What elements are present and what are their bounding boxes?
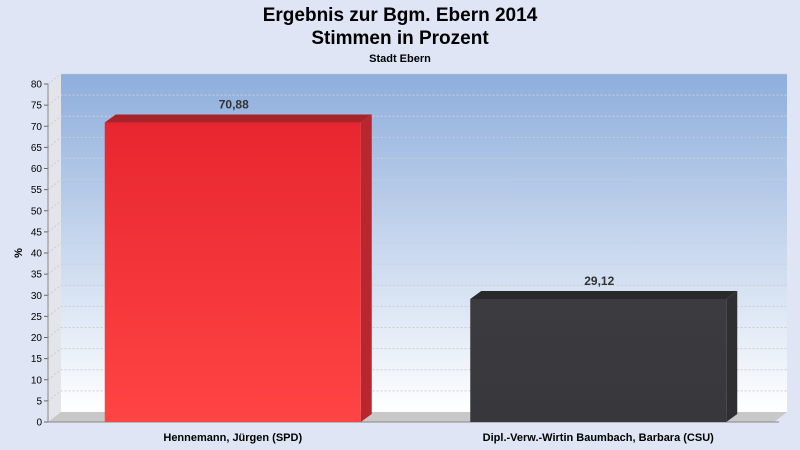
bar-2 bbox=[470, 298, 727, 422]
y-tick-label: 20 bbox=[31, 333, 43, 344]
bar-side-1 bbox=[360, 114, 372, 423]
y-tick-label: 70 bbox=[31, 122, 43, 133]
y-tick-label: 5 bbox=[36, 396, 42, 407]
grid-line bbox=[47, 221, 787, 233]
y-tick-label: 50 bbox=[31, 206, 43, 217]
y-tick-label: 30 bbox=[31, 291, 43, 302]
chart-title-line-1: Ergebnis zur Bgm. Ebern 2014 bbox=[262, 5, 538, 26]
y-tick-label: 80 bbox=[31, 80, 43, 91]
chart-title: Ergebnis zur Bgm. Ebern 2014 Stimmen in … bbox=[0, 4, 800, 50]
grid-line bbox=[47, 200, 787, 212]
y-tick-label: 0 bbox=[36, 418, 42, 429]
y-tick-label: 65 bbox=[31, 143, 43, 154]
y-tick-label: 40 bbox=[31, 249, 43, 260]
y-tick-label: 75 bbox=[31, 101, 43, 112]
chart-title-line-2: Stimmen in Prozent bbox=[311, 28, 489, 49]
data-label-1: 70,88 bbox=[219, 98, 249, 112]
grid-line bbox=[47, 284, 787, 296]
y-tick-label: 25 bbox=[31, 312, 43, 323]
y-axis-label: % bbox=[13, 248, 25, 258]
grid-lines bbox=[47, 73, 787, 402]
bars bbox=[104, 114, 738, 423]
bar-side-2 bbox=[726, 290, 738, 422]
x-tick-label-2: Dipl.-Verw.-Wirtin Baumbach, Barbara (CS… bbox=[483, 432, 714, 444]
y-tick-label: 55 bbox=[31, 185, 43, 196]
bar-1 bbox=[104, 122, 361, 423]
grid-line bbox=[47, 94, 787, 106]
grid-line bbox=[47, 73, 787, 85]
y-tick-label: 60 bbox=[31, 164, 43, 175]
y-tick-label: 45 bbox=[31, 227, 43, 238]
grid-line bbox=[47, 179, 787, 191]
grid-line bbox=[47, 242, 787, 254]
grid-line bbox=[47, 115, 787, 127]
grid-line bbox=[47, 158, 787, 169]
bar-top-2 bbox=[470, 290, 738, 299]
labels: 70,88 Hennemann, Jürgen (SPD) 29,12 Dipl.-V… bbox=[163, 98, 714, 444]
grid-line bbox=[47, 136, 787, 148]
y-tick-label: 35 bbox=[31, 270, 43, 281]
grid-line bbox=[47, 263, 787, 275]
chart-subtitle: Stadt Ebern bbox=[369, 53, 431, 65]
y-tick-label: 10 bbox=[31, 375, 43, 386]
y-tick-label: 15 bbox=[31, 354, 43, 365]
bar-top-1 bbox=[104, 114, 372, 123]
data-label-2: 29,12 bbox=[584, 274, 614, 288]
x-tick-label-1: Hennemann, Jürgen (SPD) bbox=[163, 432, 302, 444]
